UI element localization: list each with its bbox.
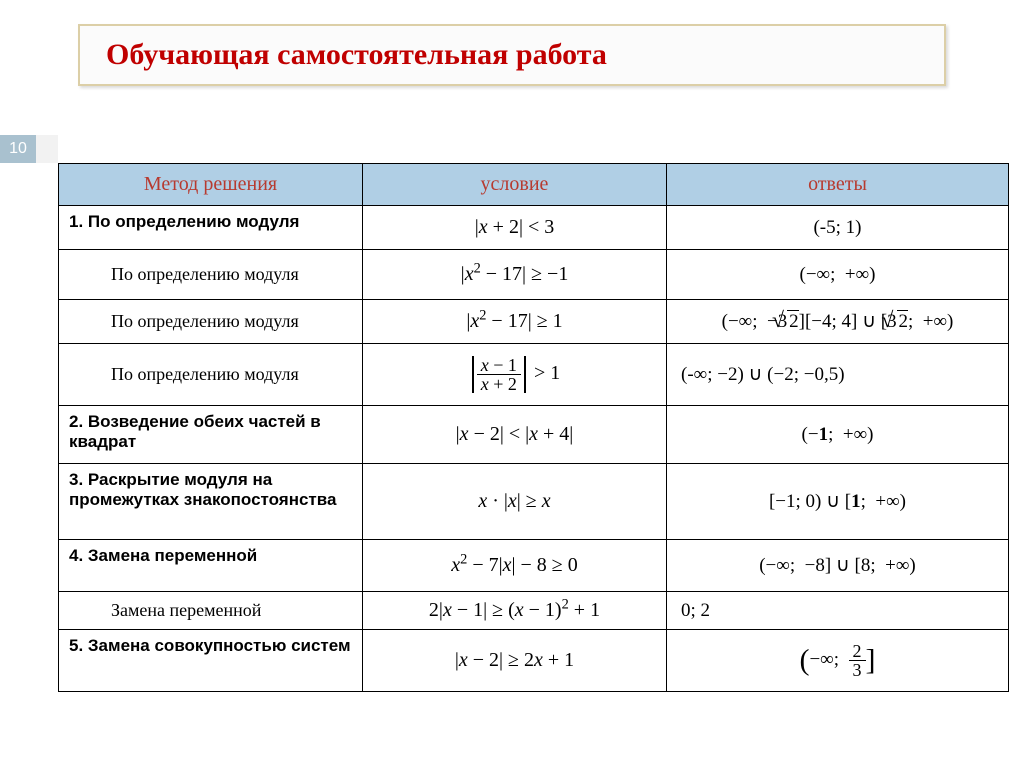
table-row: По определению модуля|x2 − 17| ≥ −1(−∞; …	[59, 250, 1009, 300]
table-row: 4. Замена переменнойx2 − 7|x| − 8 ≥ 0(−∞…	[59, 540, 1009, 592]
condition-cell: |x2 − 17| ≥ 1	[363, 300, 667, 344]
answer-cell: 0; 2	[667, 592, 1009, 630]
methods-table: Метод решения условие ответы 1. По опред…	[58, 163, 1009, 692]
header-condition: условие	[363, 164, 667, 206]
condition-cell: x2 − 7|x| − 8 ≥ 0	[363, 540, 667, 592]
condition-cell: x − 1x + 2 > 1	[363, 344, 667, 406]
method-cell: 4. Замена переменной	[59, 540, 363, 592]
condition-cell: |x − 2| < |x + 4|	[363, 406, 667, 464]
header-answers: ответы	[667, 164, 1009, 206]
method-cell: Замена переменной	[59, 592, 363, 630]
table-row: По определению модуляx − 1x + 2 > 1(-∞; …	[59, 344, 1009, 406]
method-cell: 3. Раскрытие модуля на промежутках знако…	[59, 464, 363, 540]
method-cell: 1. По определению модуля	[59, 206, 363, 250]
condition-cell: 2|x − 1| ≥ (x − 1)2 + 1	[363, 592, 667, 630]
answer-cell: (−∞; −8] ∪ [8; +∞)	[667, 540, 1009, 592]
table-body: 1. По определению модуля|x + 2| < 3(-5; …	[59, 206, 1009, 692]
table-row: 5. Замена совокупностью систем|x − 2| ≥ …	[59, 630, 1009, 692]
table-row: Замена переменной2|x − 1| ≥ (x − 1)2 + 1…	[59, 592, 1009, 630]
answer-cell: (-∞; −2) ∪ (−2; −0,5)	[667, 344, 1009, 406]
method-cell: По определению модуля	[59, 344, 363, 406]
table-row: 1. По определению модуля|x + 2| < 3(-5; …	[59, 206, 1009, 250]
condition-cell: x · |x| ≥ x	[363, 464, 667, 540]
page-number-tab: 10	[0, 135, 36, 163]
table-row: По определению модуля|x2 − 17| ≥ 1(−∞; −…	[59, 300, 1009, 344]
condition-cell: |x + 2| < 3	[363, 206, 667, 250]
answer-cell: (−∞; −32][−4; 4] ∪ [32; +∞)	[667, 300, 1009, 344]
condition-cell: |x − 2| ≥ 2x + 1	[363, 630, 667, 692]
table-row: 2. Возведение обеих частей в квадрат|x −…	[59, 406, 1009, 464]
answer-cell: (−1; +∞)	[667, 406, 1009, 464]
table-row: 3. Раскрытие модуля на промежутках знако…	[59, 464, 1009, 540]
condition-cell: |x2 − 17| ≥ −1	[363, 250, 667, 300]
method-cell: 5. Замена совокупностью систем	[59, 630, 363, 692]
method-cell: 2. Возведение обеих частей в квадрат	[59, 406, 363, 464]
header-method: Метод решения	[59, 164, 363, 206]
answer-cell: (-5; 1)	[667, 206, 1009, 250]
answer-cell: (−∞; 23]	[667, 630, 1009, 692]
page-title: Обучающая самостоятельная работа	[106, 38, 607, 72]
title-box: Обучающая самостоятельная работа	[78, 24, 946, 86]
method-cell: По определению модуля	[59, 300, 363, 344]
method-cell: По определению модуля	[59, 250, 363, 300]
answer-cell: [−1; 0) ∪ [1; +∞)	[667, 464, 1009, 540]
page-number: 10	[9, 140, 27, 158]
table-header-row: Метод решения условие ответы	[59, 164, 1009, 206]
answer-cell: (−∞; +∞)	[667, 250, 1009, 300]
gutter	[36, 135, 58, 163]
